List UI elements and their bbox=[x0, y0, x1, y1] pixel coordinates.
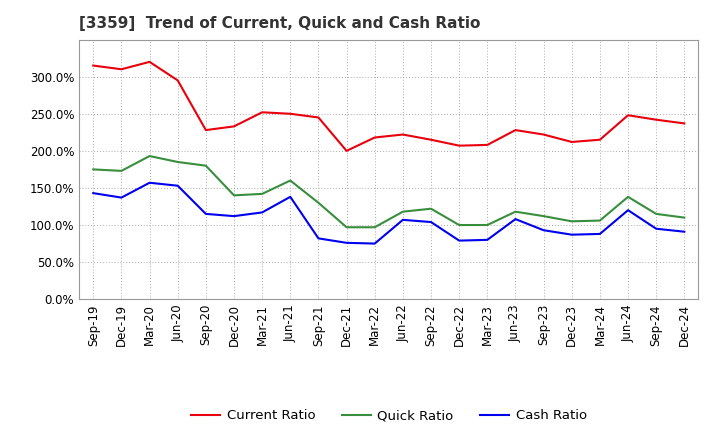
Current Ratio bbox=[230, 124, 238, 129]
Quick Ratio bbox=[567, 219, 576, 224]
Quick Ratio bbox=[117, 168, 126, 173]
Current Ratio bbox=[117, 66, 126, 72]
Cash Ratio bbox=[399, 217, 408, 223]
Quick Ratio bbox=[145, 154, 154, 159]
Current Ratio bbox=[399, 132, 408, 137]
Cash Ratio bbox=[567, 232, 576, 237]
Cash Ratio bbox=[455, 238, 464, 243]
Cash Ratio bbox=[680, 229, 688, 235]
Current Ratio bbox=[511, 128, 520, 133]
Quick Ratio bbox=[427, 206, 436, 211]
Quick Ratio bbox=[174, 159, 182, 165]
Current Ratio bbox=[89, 63, 98, 68]
Cash Ratio bbox=[511, 216, 520, 222]
Current Ratio bbox=[258, 110, 266, 115]
Text: [3359]  Trend of Current, Quick and Cash Ratio: [3359] Trend of Current, Quick and Cash … bbox=[79, 16, 480, 32]
Legend: Current Ratio, Quick Ratio, Cash Ratio: Current Ratio, Quick Ratio, Cash Ratio bbox=[186, 404, 592, 428]
Quick Ratio bbox=[624, 194, 632, 199]
Current Ratio bbox=[145, 59, 154, 65]
Current Ratio bbox=[455, 143, 464, 148]
Current Ratio bbox=[539, 132, 548, 137]
Cash Ratio bbox=[258, 210, 266, 215]
Quick Ratio bbox=[652, 211, 660, 216]
Quick Ratio bbox=[483, 222, 492, 227]
Cash Ratio bbox=[117, 195, 126, 200]
Current Ratio bbox=[202, 128, 210, 133]
Current Ratio bbox=[286, 111, 294, 117]
Current Ratio bbox=[483, 142, 492, 147]
Cash Ratio bbox=[624, 208, 632, 213]
Quick Ratio bbox=[455, 222, 464, 227]
Current Ratio bbox=[314, 115, 323, 120]
Cash Ratio bbox=[145, 180, 154, 185]
Cash Ratio bbox=[202, 211, 210, 216]
Quick Ratio bbox=[511, 209, 520, 214]
Cash Ratio bbox=[342, 240, 351, 246]
Quick Ratio bbox=[258, 191, 266, 197]
Cash Ratio bbox=[174, 183, 182, 188]
Quick Ratio bbox=[342, 224, 351, 230]
Cash Ratio bbox=[595, 231, 604, 237]
Cash Ratio bbox=[230, 213, 238, 219]
Line: Cash Ratio: Cash Ratio bbox=[94, 183, 684, 244]
Quick Ratio bbox=[680, 215, 688, 220]
Current Ratio bbox=[567, 139, 576, 145]
Cash Ratio bbox=[652, 226, 660, 231]
Cash Ratio bbox=[483, 237, 492, 242]
Line: Current Ratio: Current Ratio bbox=[94, 62, 684, 151]
Current Ratio bbox=[370, 135, 379, 140]
Cash Ratio bbox=[286, 194, 294, 199]
Quick Ratio bbox=[314, 200, 323, 205]
Cash Ratio bbox=[89, 191, 98, 196]
Quick Ratio bbox=[399, 209, 408, 214]
Quick Ratio bbox=[539, 213, 548, 219]
Line: Quick Ratio: Quick Ratio bbox=[94, 156, 684, 227]
Quick Ratio bbox=[202, 163, 210, 169]
Current Ratio bbox=[624, 113, 632, 118]
Cash Ratio bbox=[539, 227, 548, 233]
Quick Ratio bbox=[230, 193, 238, 198]
Quick Ratio bbox=[370, 224, 379, 230]
Quick Ratio bbox=[595, 218, 604, 223]
Current Ratio bbox=[680, 121, 688, 126]
Current Ratio bbox=[174, 78, 182, 83]
Cash Ratio bbox=[370, 241, 379, 246]
Current Ratio bbox=[342, 148, 351, 154]
Current Ratio bbox=[652, 117, 660, 122]
Current Ratio bbox=[427, 137, 436, 143]
Current Ratio bbox=[595, 137, 604, 143]
Quick Ratio bbox=[89, 167, 98, 172]
Cash Ratio bbox=[427, 220, 436, 225]
Cash Ratio bbox=[314, 236, 323, 241]
Quick Ratio bbox=[286, 178, 294, 183]
